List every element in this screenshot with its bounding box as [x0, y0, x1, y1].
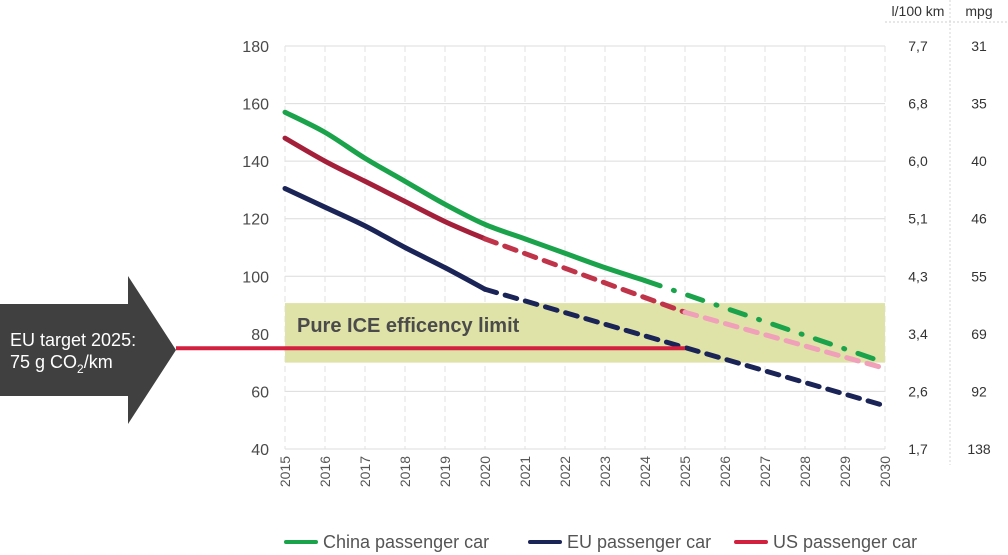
right-axis-label: 6,8 [908, 96, 928, 112]
china-passenger-car-solid-segment [282, 109, 648, 284]
x-tick-label: 2017 [357, 456, 373, 487]
us-passenger-car-solid-segment [282, 135, 488, 242]
legend-label: EU passenger car [567, 532, 711, 552]
arrow-shape [0, 276, 176, 424]
right-axis-label: 31 [971, 38, 987, 54]
y-tick-label: 160 [242, 97, 269, 114]
x-tick-label: 2026 [717, 456, 733, 487]
arrow-text-sub: 2 [77, 362, 84, 376]
us-passenger-car-dashed-segment [482, 236, 688, 315]
right-axis-label: 1,7 [908, 441, 928, 457]
arrow-text-line2: 75 g CO2/km [10, 352, 113, 376]
right-axis-label: 2,6 [908, 383, 928, 399]
eu-target-arrow: EU target 2025: 75 g CO2/km [0, 276, 176, 424]
right-axis-label: 7,7 [908, 38, 928, 54]
y-tick-label: 60 [251, 384, 269, 401]
right-axis-label: 40 [971, 153, 987, 169]
x-tick-label: 2016 [317, 456, 333, 487]
legend: China passenger car EU passenger car US pa… [284, 532, 917, 552]
arrow-text-pre: 75 g CO [10, 352, 77, 372]
x-tick-label: 2015 [277, 456, 293, 487]
right-axis-label: 35 [971, 96, 987, 112]
legend-label: China passenger car [323, 532, 489, 552]
x-tick-label: 2027 [757, 456, 773, 487]
eu-passenger-car-solid-segment [282, 185, 488, 292]
x-tick-label: 2025 [677, 456, 693, 487]
x-tick-label: 2023 [597, 456, 613, 487]
right-axis-label: 3,4 [908, 326, 928, 342]
x-tick-label: 2028 [797, 456, 813, 487]
x-tick-label: 2022 [557, 456, 573, 487]
right-axes: l/100 km 7,7 6,8 6,0 5,1 4,3 3,4 2,6 1,7 mpg 31 35 4… [892, 3, 993, 457]
y-tick-label: 80 [251, 327, 269, 344]
y-tick-label: 100 [242, 269, 269, 286]
y-tick-label: 140 [242, 154, 269, 171]
right-axis-header: mpg [965, 3, 992, 19]
y-tick-label: 120 [242, 212, 269, 229]
y-axis-ticks: 180 160 140 120 100 80 60 40 [242, 39, 269, 459]
x-tick-label: 2018 [397, 456, 413, 487]
right-axis-label: 138 [967, 441, 991, 457]
ice-efficiency-band [285, 303, 885, 363]
china-passenger-car-dash-dot-segment [642, 278, 888, 366]
us-passenger-car-dashed-segment [682, 309, 888, 371]
y-tick-label: 180 [242, 39, 269, 56]
right-axis-label: 4,3 [908, 268, 928, 284]
band-label: Pure ICE efficency limit [297, 315, 520, 337]
right-axis-label: 55 [971, 268, 987, 284]
x-tick-label: 2029 [837, 456, 853, 487]
arrow-text-line1: EU target 2025: [10, 330, 136, 350]
right-axis-label: 92 [971, 383, 987, 399]
right-axis-header: l/100 km [892, 3, 945, 19]
x-tick-label: 2020 [477, 456, 493, 487]
x-tick-label: 2030 [877, 456, 893, 487]
right-axis-label: 6,0 [908, 153, 928, 169]
right-axis-label: 46 [971, 211, 987, 227]
right-axis-label: 69 [971, 326, 987, 342]
x-tick-label: 2021 [517, 456, 533, 487]
x-tick-label: 2024 [637, 456, 653, 487]
arrow-text-post: /km [84, 352, 113, 372]
grid [284, 0, 1008, 465]
legend-label: US passenger car [773, 532, 917, 552]
y-tick-label: 40 [251, 442, 269, 459]
x-axis-ticks: 2015 2016 2017 2018 2019 2020 2021 2022 2023 2024… [277, 456, 893, 487]
right-axis-label: 5,1 [908, 211, 928, 227]
x-tick-label: 2019 [437, 456, 453, 487]
